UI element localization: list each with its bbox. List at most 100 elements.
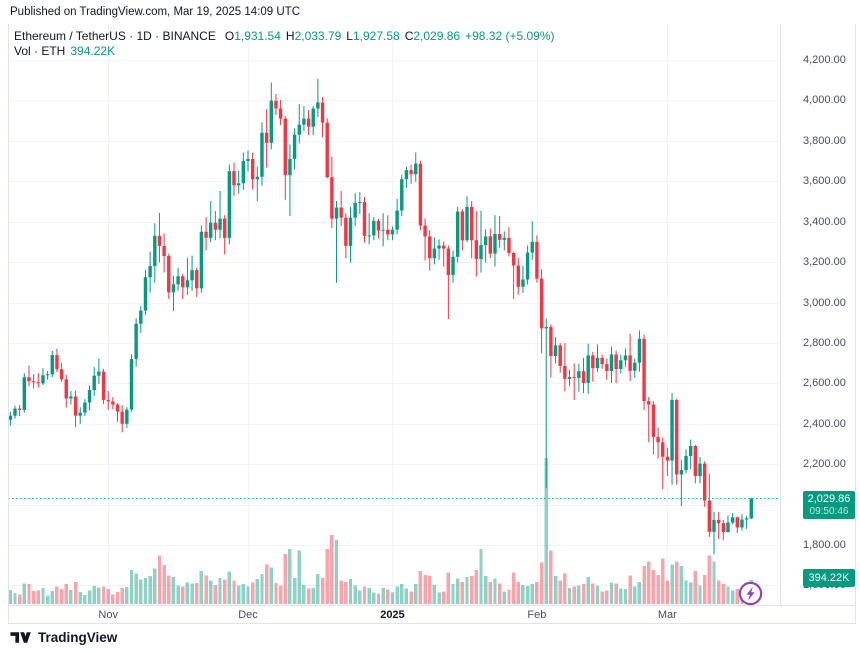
candle-body	[78, 412, 82, 416]
volume-bar	[162, 565, 166, 604]
volume-bar	[507, 589, 511, 604]
candle-body	[334, 207, 339, 219]
volume-bar	[353, 585, 357, 604]
price-axis-label: 3,600.00	[803, 175, 846, 188]
volume-bar	[222, 579, 227, 604]
volume-bar	[283, 554, 287, 604]
volume-bar	[87, 590, 92, 604]
candle-body	[283, 118, 287, 176]
chart-legend: Ethereum / TetherUS · 1D · BINANCE O1,93…	[14, 29, 555, 59]
candle-body	[684, 455, 688, 471]
candle-body	[679, 470, 684, 475]
candle-body	[362, 202, 367, 236]
volume-bar	[558, 580, 562, 604]
volume-bar	[306, 588, 311, 604]
volume-bar	[111, 594, 115, 604]
volume-bar	[134, 573, 138, 604]
volume-bar	[404, 588, 409, 604]
volume-bar	[702, 574, 707, 604]
volume-bar	[390, 592, 395, 604]
volume-bar	[288, 549, 292, 604]
volume-bar	[181, 586, 185, 604]
candle-body	[525, 252, 530, 280]
volume-bar	[633, 586, 637, 604]
volume-bar	[502, 591, 506, 604]
volume-bar	[577, 585, 581, 604]
volume-bar	[418, 571, 423, 604]
candle-body	[50, 355, 54, 375]
volume-bar	[581, 583, 586, 604]
candle-body	[125, 409, 129, 424]
volume-bar	[255, 579, 260, 604]
volume-bar	[493, 578, 497, 604]
candle-body	[27, 377, 31, 382]
candle-body	[418, 163, 423, 226]
candle-body	[162, 245, 166, 257]
volume-bar	[591, 583, 595, 604]
candle-body	[190, 270, 194, 281]
candle-body	[716, 519, 721, 524]
candle-body	[339, 207, 343, 218]
last-price-badge: 2,029.86 09:50:46	[803, 491, 855, 519]
price-axis-label: 2,600.00	[803, 377, 846, 390]
candle-body	[227, 171, 232, 238]
legend-volume-row: Vol · ETH 394.22K	[14, 44, 555, 59]
candle-body	[665, 456, 670, 461]
volume-bar	[292, 577, 297, 604]
volume-bar	[199, 571, 204, 604]
candle-body	[549, 326, 553, 357]
volume-bar	[684, 580, 688, 604]
ohlc-low: L1,927.58	[346, 29, 400, 43]
volume-bar	[572, 586, 576, 604]
candle-body	[232, 171, 236, 186]
volume-legend-value: 394.22K	[70, 44, 116, 58]
candle-body	[185, 280, 190, 288]
volume-bar	[637, 582, 642, 604]
volume-bar	[614, 583, 618, 604]
candle-body	[31, 381, 36, 383]
volume-bar	[521, 585, 525, 604]
candle-body	[390, 229, 395, 235]
candle-body	[320, 102, 325, 123]
candle-body	[330, 177, 334, 219]
volume-bar	[721, 583, 726, 604]
volume-bar	[41, 588, 45, 604]
lightning-icon	[746, 586, 755, 601]
volume-bar	[395, 586, 399, 604]
candle-body	[64, 379, 68, 399]
volume-bar	[525, 586, 530, 604]
candle-body	[614, 354, 618, 369]
candle-body	[460, 211, 465, 241]
volume-bar	[535, 582, 539, 604]
volume-bar	[227, 571, 232, 604]
symbol-title: Ethereum / TetherUS · 1D · BINANCE	[14, 29, 216, 43]
candle-body	[17, 408, 22, 410]
chart-frame-right	[855, 24, 856, 623]
volume-bar	[167, 575, 171, 604]
price-axis-label: 2,800.00	[803, 336, 846, 349]
candle-body	[171, 284, 176, 293]
volume-bar	[469, 575, 474, 604]
candle-body	[623, 355, 628, 361]
tradingview-logo[interactable]: TradingView	[10, 630, 117, 645]
price-axis-label: 4,000.00	[803, 94, 846, 107]
volume-bar	[679, 566, 684, 604]
volume-bar	[27, 583, 31, 604]
volume-bar	[125, 586, 129, 604]
lightning-boost-button[interactable]	[737, 580, 764, 607]
candle-body	[13, 408, 17, 416]
price-axis-label: 4,200.00	[803, 54, 846, 66]
candle-body	[675, 399, 679, 475]
candle-body	[507, 237, 511, 253]
volume-legend-label: Vol · ETH	[14, 44, 66, 58]
candle-body	[22, 377, 27, 411]
price-axis[interactable]: 4,200.00 4,000.00 3,800.00 3,600.00 3,400.00…	[780, 0, 856, 605]
volume-bar	[372, 592, 376, 604]
time-axis[interactable]: Nov Dec 2025 Feb Mar	[8, 605, 780, 623]
volume-bar	[358, 590, 362, 604]
candle-body	[455, 211, 460, 257]
volume-bar	[488, 582, 493, 604]
last-volume-badge: 394.22K	[803, 569, 855, 587]
